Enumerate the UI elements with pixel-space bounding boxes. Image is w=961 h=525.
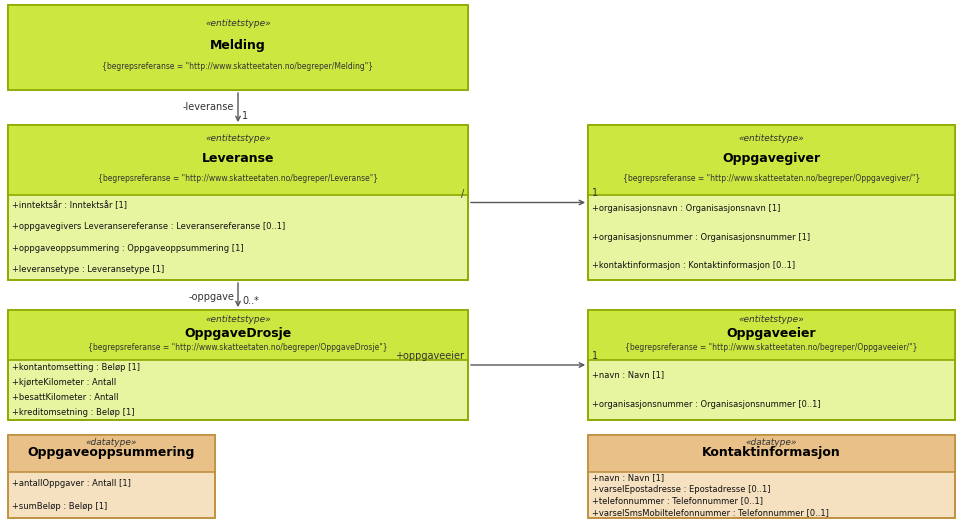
Text: +oppgaveeier: +oppgaveeier [395,351,463,361]
Bar [8,310,467,420]
Bar [8,5,467,90]
Bar [8,435,214,518]
Bar [587,125,954,195]
Text: +navn : Navn [1]: +navn : Navn [1] [591,474,663,482]
Bar [587,310,954,360]
Text: «datatype»: «datatype» [745,438,797,447]
Text: OppgaveDrosje: OppgaveDrosje [185,327,291,340]
Text: +leveransetype : Leveransetype [1]: +leveransetype : Leveransetype [1] [12,265,164,274]
Text: Leveranse: Leveranse [202,152,274,165]
Text: Oppgavegiver: Oppgavegiver [722,152,820,165]
Text: -leveranse: -leveranse [183,102,234,112]
Text: +kjørteKilometer : Antall: +kjørteKilometer : Antall [12,377,116,387]
Text: {begrepsreferanse = "http://www.skatteetaten.no/begreper/Leveranse"}: {begrepsreferanse = "http://www.skatteet… [98,173,378,183]
Text: «entitetstype»: «entitetstype» [738,316,803,324]
Text: «datatype»: «datatype» [86,438,137,447]
Text: +kontantomsetting : Beløp [1]: +kontantomsetting : Beløp [1] [12,363,140,372]
Text: {begrepsreferanse = "http://www.skatteetaten.no/begreper/OppgaveDrosje"}: {begrepsreferanse = "http://www.skatteet… [88,343,387,352]
Bar [8,125,467,195]
Text: +oppgavegivers Leveransereferanse : Leveransereferanse [0..1]: +oppgavegivers Leveransereferanse : Leve… [12,222,285,231]
Bar [8,310,467,420]
Bar [8,5,467,90]
Text: +varselSmsMobiltelefonnummer : Telefonnummer [0..1]: +varselSmsMobiltelefonnummer : Telefonnu… [591,508,828,517]
Text: «entitetstype»: «entitetstype» [738,134,803,143]
Text: Kontaktinformasjon: Kontaktinformasjon [702,446,840,459]
Text: Melding: Melding [209,39,265,52]
Bar [8,125,467,280]
Bar [8,5,467,90]
Bar [587,125,954,280]
Text: +kreditomsetning : Beløp [1]: +kreditomsetning : Beløp [1] [12,408,135,417]
Text: +besattKilometer : Antall: +besattKilometer : Antall [12,393,118,402]
Text: {begrepsreferanse = "http://www.skatteetaten.no/begreper/Oppgaveeier/"}: {begrepsreferanse = "http://www.skatteet… [625,343,917,352]
Bar [8,435,214,518]
Text: 1: 1 [591,188,598,198]
Text: 1: 1 [242,111,248,121]
Bar [8,125,467,280]
Text: -oppgave: -oppgave [188,292,234,302]
Bar [587,435,954,472]
Text: +organisasjonsnummer : Organisasjonsnummer [1]: +organisasjonsnummer : Organisasjonsnumm… [591,233,809,242]
Bar [587,310,954,420]
Text: +navn : Navn [1]: +navn : Navn [1] [591,370,663,379]
Text: «entitetstype»: «entitetstype» [205,19,271,28]
Text: +organisasjonsnavn : Organisasjonsnavn [1]: +organisasjonsnavn : Organisasjonsnavn [… [591,204,779,214]
Text: Oppgaveoppsummering: Oppgaveoppsummering [28,446,195,459]
Text: 0..*: 0..* [242,296,259,306]
Bar [587,125,954,280]
Text: +antallOppgaver : Antall [1]: +antallOppgaver : Antall [1] [12,479,131,488]
Text: «entitetstype»: «entitetstype» [205,134,271,143]
Text: {begrepsreferanse = "http://www.skatteetaten.no/begreper/Melding"}: {begrepsreferanse = "http://www.skatteet… [102,62,373,71]
Bar [587,435,954,518]
Bar [587,435,954,518]
Text: +kontaktinformasjon : Kontaktinformasjon [0..1]: +kontaktinformasjon : Kontaktinformasjon… [591,261,795,270]
Text: Oppgaveeier: Oppgaveeier [726,327,816,340]
Text: {begrepsreferanse = "http://www.skatteetaten.no/begreper/Oppgavegiver/"}: {begrepsreferanse = "http://www.skatteet… [622,173,919,183]
Bar [587,310,954,420]
Text: +organisasjonsnummer : Organisasjonsnummer [0..1]: +organisasjonsnummer : Organisasjonsnumm… [591,401,820,410]
Bar [8,310,467,360]
Text: +oppgaveoppsummering : Oppgaveoppsummering [1]: +oppgaveoppsummering : Oppgaveoppsummeri… [12,244,243,253]
Text: +varselEpostadresse : Epostadresse [0..1]: +varselEpostadresse : Epostadresse [0..1… [591,485,770,494]
Text: +sumBeløp : Beløp [1]: +sumBeløp : Beløp [1] [12,502,107,511]
Bar [8,435,214,472]
Text: +inntektsår : Inntektsår [1]: +inntektsår : Inntektsår [1] [12,201,127,210]
Text: 1: 1 [591,351,598,361]
Text: «entitetstype»: «entitetstype» [205,316,271,324]
Text: /: / [460,188,463,198]
Text: +telefonnummer : Telefonnummer [0..1]: +telefonnummer : Telefonnummer [0..1] [591,496,762,506]
